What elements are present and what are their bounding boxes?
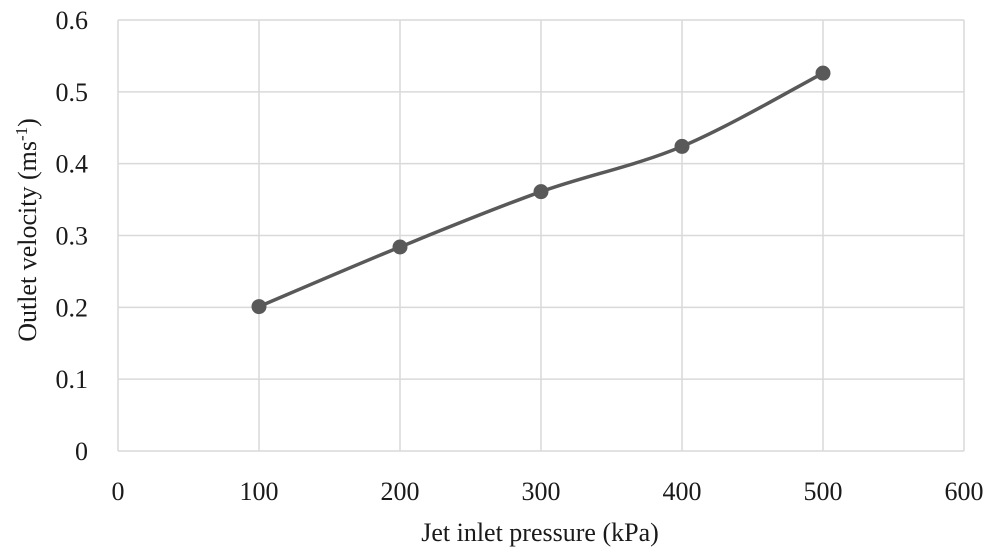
y-tick-label-2: 0.2 <box>56 293 89 322</box>
x-axis-title: Jet inlet pressure (kPa) <box>421 518 659 547</box>
y-tick-label-3: 0.3 <box>56 222 89 251</box>
series-0-point-2 <box>533 184 549 200</box>
grid-lines <box>117 19 965 452</box>
x-tick-label-2: 200 <box>381 477 420 506</box>
y-axis-title: Outlet velocity (ms-1) <box>12 118 43 342</box>
x-tick-label-5: 500 <box>804 477 843 506</box>
y-tick-label-6: 0.6 <box>56 6 89 35</box>
x-tick-label-6: 600 <box>945 477 984 506</box>
x-tick-label-1: 100 <box>240 477 279 506</box>
x-tick-label-4: 400 <box>663 477 702 506</box>
series-0-point-3 <box>674 138 690 154</box>
y-axis-title-superscript: -1 <box>12 127 31 141</box>
y-tick-label-1: 0.1 <box>56 365 89 394</box>
y-tick-label-5: 0.5 <box>56 78 89 107</box>
x-tick-label-0: 0 <box>112 477 125 506</box>
series-0-point-4 <box>815 65 831 81</box>
tick-labels: 0 0.1 0.2 0.3 0.4 0.5 0.6 0 100 200 300 400 500 600 <box>56 6 984 506</box>
data-series <box>251 65 831 315</box>
y-tick-label-0: 0 <box>75 437 88 466</box>
x-tick-label-3: 300 <box>522 477 561 506</box>
series-0-point-0 <box>251 299 267 315</box>
series-0-point-1 <box>392 239 408 255</box>
y-axis-title-main: Outlet velocity (ms <box>13 141 42 342</box>
y-tick-label-4: 0.4 <box>56 150 89 179</box>
y-axis-title-close: ) <box>13 118 42 127</box>
